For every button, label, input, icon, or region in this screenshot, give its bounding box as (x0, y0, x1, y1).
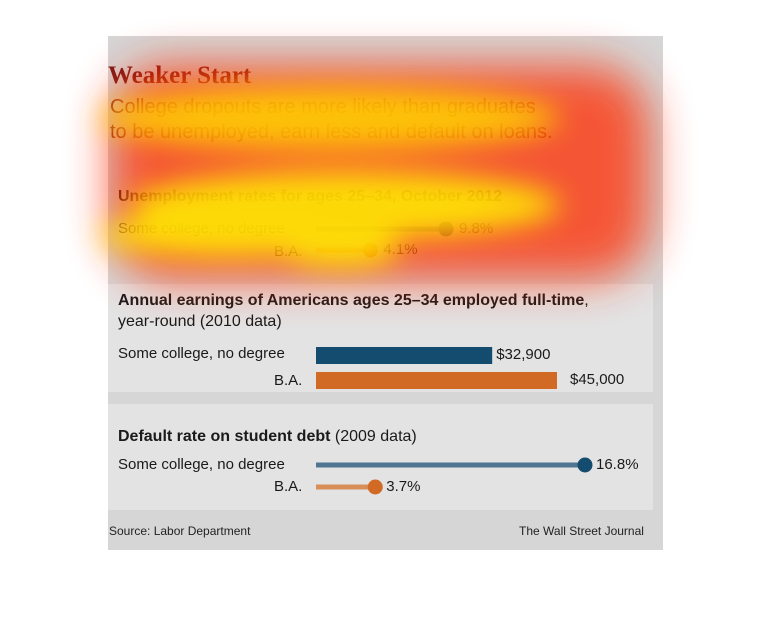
default-dot-1 (367, 479, 383, 495)
earnings-title-line-2: year-round (2010 data) (118, 313, 282, 330)
earnings-value-dropout: $32,900 (496, 346, 551, 363)
default-label-dropout: Some college, no degree (118, 456, 285, 473)
earnings-label-ba: B.A. (274, 372, 303, 389)
earnings-section-title: Annual earnings of Americans ages 25–34 … (118, 292, 589, 309)
unemployment-dot-1 (362, 242, 378, 258)
default-dot-0 (577, 457, 593, 473)
earnings-bar-1 (316, 372, 557, 389)
earnings-label-dropout: Some college, no degree (118, 345, 285, 362)
default-section-title: Default rate on student debt (2009 data) (118, 428, 417, 445)
default-value-ba: 3.7% (386, 478, 421, 495)
earnings-bar-0 (316, 347, 493, 364)
source-note: Source: Labor Department (109, 524, 251, 538)
credit: The Wall Street Journal (519, 524, 644, 538)
unemployment-dot-0 (438, 221, 454, 237)
default-label-ba: B.A. (274, 478, 303, 495)
default-value-dropout: 16.8% (596, 456, 639, 473)
earnings-value-ba: $45,000 (570, 371, 625, 388)
